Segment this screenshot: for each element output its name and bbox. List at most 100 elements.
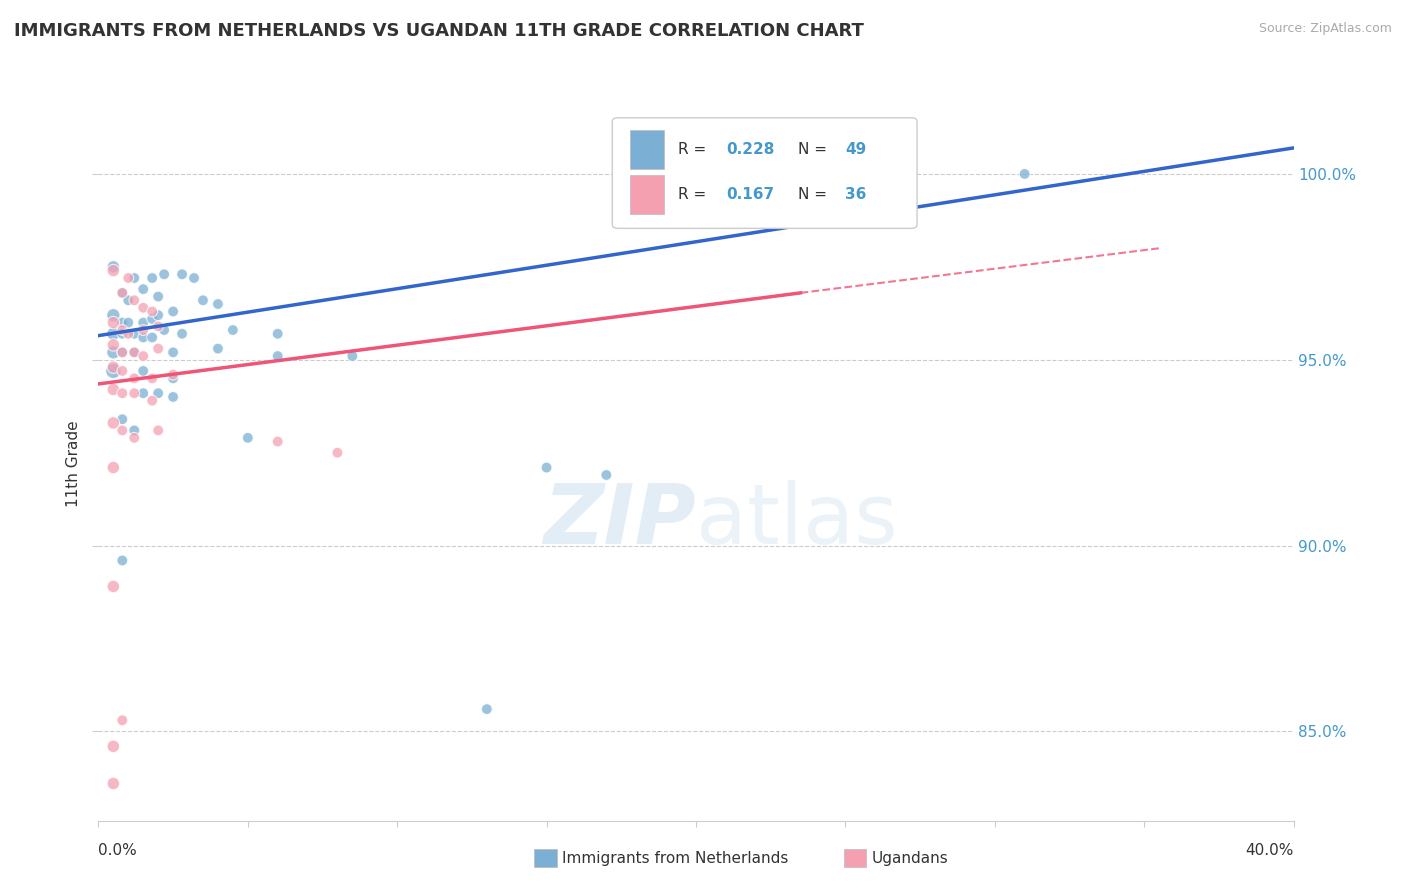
FancyBboxPatch shape — [630, 130, 664, 169]
Text: 40.0%: 40.0% — [1246, 843, 1294, 858]
Point — [132, 301, 155, 315]
Point — [103, 416, 125, 430]
Point — [162, 345, 184, 359]
Point — [207, 342, 229, 356]
Text: ZIP: ZIP — [543, 481, 696, 561]
Point — [162, 304, 184, 318]
Point — [124, 293, 146, 308]
Point — [117, 326, 139, 341]
Point — [124, 386, 146, 401]
Point — [162, 371, 184, 385]
Point — [103, 263, 125, 277]
Point — [111, 345, 134, 359]
Point — [111, 364, 134, 378]
Point — [103, 345, 125, 359]
Text: 36: 36 — [845, 187, 866, 202]
Point — [124, 326, 146, 341]
Point — [326, 445, 349, 459]
Point — [132, 330, 155, 344]
Point — [172, 267, 194, 281]
Point — [141, 330, 163, 344]
Point — [132, 386, 155, 401]
Point — [141, 271, 163, 285]
Point — [117, 293, 139, 308]
Point — [162, 390, 184, 404]
Point — [111, 285, 134, 300]
Point — [162, 368, 184, 382]
Point — [148, 308, 170, 322]
Point — [111, 412, 134, 426]
Point — [111, 553, 134, 567]
Text: N =: N = — [797, 187, 831, 202]
Text: 0.0%: 0.0% — [98, 843, 138, 858]
Point — [141, 304, 163, 318]
Point — [124, 345, 146, 359]
Point — [124, 423, 146, 437]
Point — [111, 345, 134, 359]
Point — [124, 345, 146, 359]
Point — [124, 371, 146, 385]
Point — [103, 316, 125, 330]
Point — [183, 271, 205, 285]
Point — [103, 364, 125, 378]
Point — [124, 431, 146, 445]
Point — [141, 393, 163, 408]
Point — [132, 323, 155, 337]
Point — [132, 349, 155, 363]
Point — [111, 285, 134, 300]
Text: 0.167: 0.167 — [725, 187, 773, 202]
Point — [111, 713, 134, 727]
Point — [103, 776, 125, 790]
Point — [111, 423, 134, 437]
Text: Source: ZipAtlas.com: Source: ZipAtlas.com — [1258, 22, 1392, 36]
Point — [148, 423, 170, 437]
Point — [141, 371, 163, 385]
Point — [111, 323, 134, 337]
Point — [1014, 167, 1036, 181]
Point — [342, 349, 364, 363]
Point — [222, 323, 245, 337]
Point — [124, 271, 146, 285]
Text: 49: 49 — [845, 142, 866, 157]
Text: N =: N = — [797, 142, 831, 157]
Point — [153, 267, 176, 281]
Point — [207, 297, 229, 311]
Y-axis label: 11th Grade: 11th Grade — [66, 420, 82, 508]
Point — [117, 271, 139, 285]
Point — [103, 383, 125, 397]
Point — [103, 326, 125, 341]
Point — [191, 293, 214, 308]
Text: IMMIGRANTS FROM NETHERLANDS VS UGANDAN 11TH GRADE CORRELATION CHART: IMMIGRANTS FROM NETHERLANDS VS UGANDAN 1… — [14, 22, 863, 40]
Point — [132, 364, 155, 378]
Point — [148, 319, 170, 334]
Text: Ugandans: Ugandans — [872, 851, 949, 865]
FancyBboxPatch shape — [613, 118, 917, 228]
Point — [103, 579, 125, 593]
Point — [267, 326, 290, 341]
Text: R =: R = — [678, 142, 711, 157]
Point — [267, 434, 290, 449]
Text: R =: R = — [678, 187, 711, 202]
Point — [103, 739, 125, 754]
Point — [536, 460, 558, 475]
Point — [103, 460, 125, 475]
Point — [267, 349, 290, 363]
Point — [595, 467, 617, 482]
Text: 0.228: 0.228 — [725, 142, 775, 157]
FancyBboxPatch shape — [630, 175, 664, 214]
Point — [148, 386, 170, 401]
Point — [103, 338, 125, 352]
Point — [103, 260, 125, 274]
Point — [148, 289, 170, 303]
Text: Immigrants from Netherlands: Immigrants from Netherlands — [562, 851, 789, 865]
Point — [141, 311, 163, 326]
Point — [172, 326, 194, 341]
Point — [117, 316, 139, 330]
Point — [148, 342, 170, 356]
Point — [132, 316, 155, 330]
Point — [153, 323, 176, 337]
Point — [236, 431, 259, 445]
Point — [111, 386, 134, 401]
Point — [475, 702, 498, 716]
Text: atlas: atlas — [696, 481, 897, 561]
